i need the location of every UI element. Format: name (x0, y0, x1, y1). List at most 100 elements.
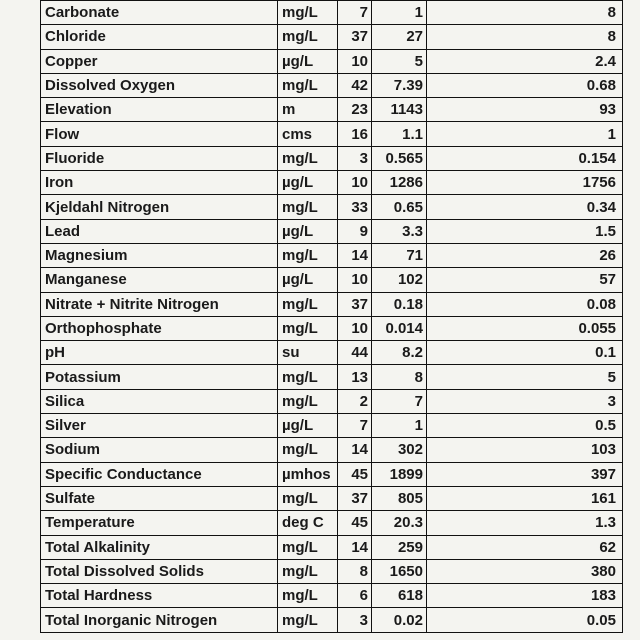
cell-n1: 14 (338, 243, 372, 267)
cell-n3: 0.68 (427, 73, 623, 97)
cell-param: Lead (41, 219, 278, 243)
cell-n1: 7 (338, 414, 372, 438)
cell-n1: 14 (338, 535, 372, 559)
cell-n3: 1.3 (427, 511, 623, 535)
cell-n3: 62 (427, 535, 623, 559)
table-row: pHsu448.20.1 (41, 341, 623, 365)
cell-unit: µg/L (278, 219, 338, 243)
cell-n1: 10 (338, 171, 372, 195)
cell-n2: 259 (372, 535, 427, 559)
cell-param: Total Alkalinity (41, 535, 278, 559)
cell-n2: 1650 (372, 559, 427, 583)
cell-n2: 71 (372, 243, 427, 267)
table-row: Sulfatemg/L37805161 (41, 486, 623, 510)
cell-param: Elevation (41, 98, 278, 122)
cell-n3: 0.154 (427, 146, 623, 170)
cell-unit: m (278, 98, 338, 122)
table-row: Ironµg/L1012861756 (41, 171, 623, 195)
water-quality-table: Carbonatemg/L718Chloridemg/L37278Copperµ… (40, 0, 623, 633)
cell-n3: 5 (427, 365, 623, 389)
table-row: Temperaturedeg C4520.31.3 (41, 511, 623, 535)
cell-unit: mg/L (278, 535, 338, 559)
cell-param: Iron (41, 171, 278, 195)
cell-n2: 0.02 (372, 608, 427, 632)
cell-unit: mg/L (278, 73, 338, 97)
cell-param: Copper (41, 49, 278, 73)
table-row: Magnesiummg/L147126 (41, 243, 623, 267)
cell-n1: 3 (338, 146, 372, 170)
cell-n2: 618 (372, 584, 427, 608)
cell-n1: 10 (338, 268, 372, 292)
cell-param: Magnesium (41, 243, 278, 267)
cell-param: pH (41, 341, 278, 365)
cell-param: Flow (41, 122, 278, 146)
table-row: Orthophosphatemg/L100.0140.055 (41, 316, 623, 340)
cell-param: Silver (41, 414, 278, 438)
cell-n2: 805 (372, 486, 427, 510)
cell-unit: µmhos (278, 462, 338, 486)
cell-param: Total Dissolved Solids (41, 559, 278, 583)
cell-param: Specific Conductance (41, 462, 278, 486)
cell-n2: 0.565 (372, 146, 427, 170)
cell-unit: mg/L (278, 365, 338, 389)
cell-n2: 7 (372, 389, 427, 413)
cell-unit: µg/L (278, 171, 338, 195)
cell-param: Total Inorganic Nitrogen (41, 608, 278, 632)
cell-n2: 7.39 (372, 73, 427, 97)
cell-unit: µg/L (278, 49, 338, 73)
cell-n3: 380 (427, 559, 623, 583)
cell-n3: 161 (427, 486, 623, 510)
cell-n2: 1 (372, 414, 427, 438)
cell-unit: cms (278, 122, 338, 146)
cell-unit: mg/L (278, 608, 338, 632)
cell-n2: 20.3 (372, 511, 427, 535)
table-row: Silverµg/L710.5 (41, 414, 623, 438)
cell-param: Carbonate (41, 1, 278, 25)
cell-n3: 2.4 (427, 49, 623, 73)
table-row: Specific Conductanceµmhos451899397 (41, 462, 623, 486)
cell-n3: 0.1 (427, 341, 623, 365)
cell-n3: 183 (427, 584, 623, 608)
cell-n1: 16 (338, 122, 372, 146)
table-row: Flowcms161.11 (41, 122, 623, 146)
cell-n1: 10 (338, 49, 372, 73)
cell-param: Total Hardness (41, 584, 278, 608)
cell-param: Silica (41, 389, 278, 413)
cell-n3: 103 (427, 438, 623, 462)
cell-n1: 7 (338, 1, 372, 25)
cell-n1: 33 (338, 195, 372, 219)
cell-n1: 2 (338, 389, 372, 413)
cell-n1: 6 (338, 584, 372, 608)
cell-n2: 0.014 (372, 316, 427, 340)
cell-param: Potassium (41, 365, 278, 389)
cell-n1: 3 (338, 608, 372, 632)
cell-param: Fluoride (41, 146, 278, 170)
table-row: Silicamg/L273 (41, 389, 623, 413)
cell-param: Temperature (41, 511, 278, 535)
cell-unit: µg/L (278, 414, 338, 438)
cell-n1: 13 (338, 365, 372, 389)
cell-unit: mg/L (278, 389, 338, 413)
cell-n1: 45 (338, 462, 372, 486)
cell-unit: deg C (278, 511, 338, 535)
cell-n1: 9 (338, 219, 372, 243)
cell-n2: 0.18 (372, 292, 427, 316)
cell-unit: mg/L (278, 486, 338, 510)
cell-n3: 0.08 (427, 292, 623, 316)
cell-n3: 57 (427, 268, 623, 292)
cell-n2: 8.2 (372, 341, 427, 365)
table-row: Fluoridemg/L30.5650.154 (41, 146, 623, 170)
cell-n3: 1756 (427, 171, 623, 195)
cell-unit: mg/L (278, 438, 338, 462)
table-row: Sodiummg/L14302103 (41, 438, 623, 462)
cell-n3: 8 (427, 1, 623, 25)
cell-unit: mg/L (278, 559, 338, 583)
cell-n1: 44 (338, 341, 372, 365)
cell-n2: 1143 (372, 98, 427, 122)
cell-unit: mg/L (278, 584, 338, 608)
cell-unit: mg/L (278, 195, 338, 219)
cell-n3: 93 (427, 98, 623, 122)
table-row: Elevationm23114393 (41, 98, 623, 122)
cell-n2: 27 (372, 25, 427, 49)
cell-param: Sulfate (41, 486, 278, 510)
